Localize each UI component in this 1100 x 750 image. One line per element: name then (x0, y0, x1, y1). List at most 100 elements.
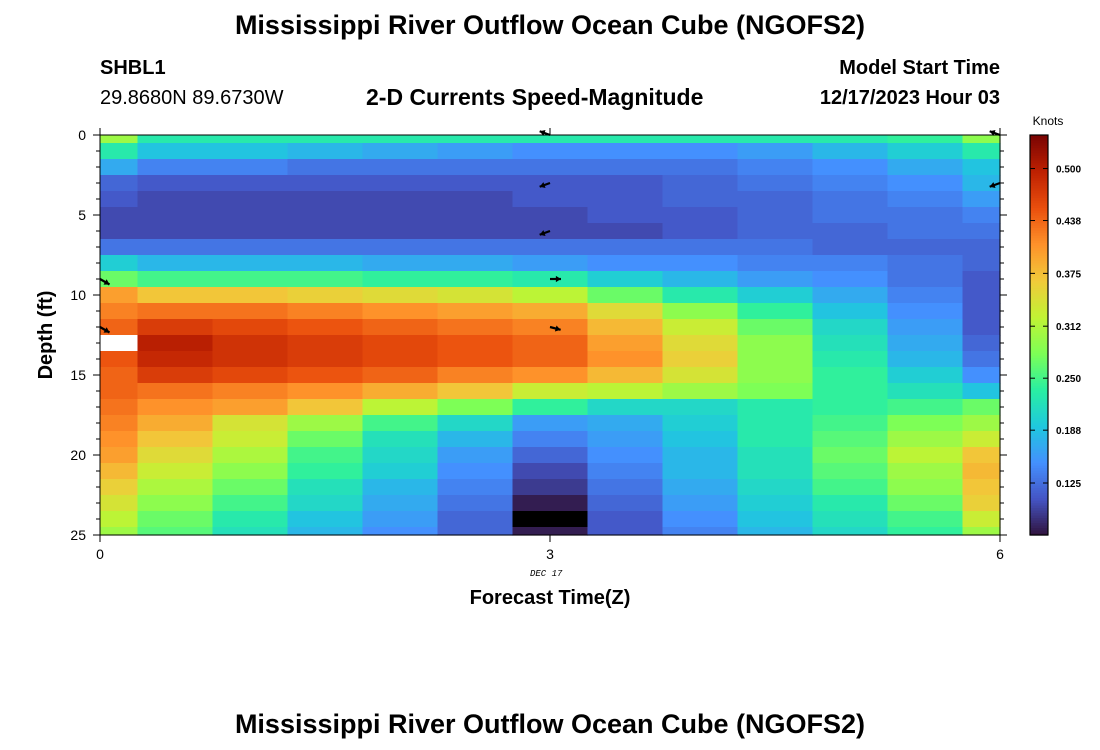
heatmap-cell (512, 383, 589, 400)
current-vectors (99, 130, 1001, 334)
heatmap-cell (512, 287, 589, 304)
heatmap-cell (512, 463, 589, 480)
colorbar-segment (1030, 270, 1048, 274)
heatmap-cell (512, 511, 589, 528)
colorbar-segment (1030, 520, 1048, 524)
heatmap-cell (812, 479, 889, 496)
heatmap-cell (362, 303, 439, 320)
colorbar-segment (1030, 282, 1048, 286)
current-vector-head (539, 130, 546, 136)
colorbar-segment (1030, 155, 1048, 159)
heatmap-cell (287, 463, 364, 480)
heatmap-cell (587, 175, 664, 192)
heatmap-cell (287, 303, 364, 320)
heatmap-cell (100, 191, 139, 208)
colorbar-segment (1030, 500, 1048, 504)
heatmap-cell (962, 287, 1001, 304)
colorbar-segment (1030, 470, 1048, 474)
heatmap-cell (512, 303, 589, 320)
colorbar-segment (1030, 252, 1048, 256)
heatmap-cell (137, 239, 214, 256)
heatmap-cell (212, 159, 289, 176)
colorbar-segment (1030, 322, 1048, 326)
colorbar-segment (1030, 380, 1048, 384)
colorbar-segment (1030, 402, 1048, 406)
heatmap-cell (100, 415, 139, 432)
heatmap-cell (887, 495, 964, 512)
heatmap-cell (437, 271, 514, 288)
colorbar-segment (1030, 215, 1048, 219)
heatmap-cell (100, 511, 139, 528)
heatmap-cell (962, 431, 1001, 448)
heatmap-cell (662, 271, 739, 288)
heatmap-cell (812, 255, 889, 272)
heatmap-cell (662, 191, 739, 208)
colorbar-segment (1030, 180, 1048, 184)
colorbar-segment (1030, 370, 1048, 374)
heatmap-cell (512, 143, 589, 160)
heatmap-cell (662, 463, 739, 480)
colorbar-segment (1030, 445, 1048, 449)
heatmap-cell (962, 335, 1001, 352)
colorbar-segment (1030, 515, 1048, 519)
heatmap-cell (137, 191, 214, 208)
heatmap-cell (587, 287, 664, 304)
heatmap-cell (812, 223, 889, 240)
heatmap-cell (962, 527, 1001, 536)
colorbar-tick-label: 0.250 (1056, 374, 1081, 385)
colorbar-segment (1030, 525, 1048, 529)
colorbar-segment (1030, 135, 1048, 139)
colorbar-segment (1030, 207, 1048, 211)
colorbar-segment (1030, 260, 1048, 264)
heatmap-cell (662, 479, 739, 496)
heatmap-cell (100, 351, 139, 368)
heatmap-cell (737, 239, 814, 256)
heatmap-cell (100, 399, 139, 416)
colorbar-segment (1030, 495, 1048, 499)
colorbar-segment (1030, 432, 1048, 436)
heatmap-cell (812, 511, 889, 528)
heatmap-cell (737, 367, 814, 384)
heatmap-cell (662, 431, 739, 448)
heatmap-cell (587, 399, 664, 416)
colorbar-segment (1030, 415, 1048, 419)
heatmap-cell (587, 239, 664, 256)
colorbar-segment (1030, 305, 1048, 309)
heatmap-cell (100, 383, 139, 400)
heatmap-cell (437, 223, 514, 240)
colorbar-segment (1030, 505, 1048, 509)
heatmap-cell (437, 191, 514, 208)
colorbar-segment (1030, 527, 1048, 531)
heatmap-cell (287, 447, 364, 464)
heatmap-cell (287, 287, 364, 304)
heatmap-cell (287, 399, 364, 416)
heatmap-cell (587, 303, 664, 320)
colorbar-segment (1030, 397, 1048, 401)
heatmap-cell (737, 255, 814, 272)
colorbar-segment (1030, 335, 1048, 339)
heatmap-cell (887, 159, 964, 176)
colorbar-segment (1030, 307, 1048, 311)
heatmap-cell (362, 463, 439, 480)
colorbar-segment (1030, 357, 1048, 361)
colorbar-segment (1030, 247, 1048, 251)
heatmap-cell (100, 431, 139, 448)
heatmap-cell (100, 175, 139, 192)
heatmap-cell (887, 135, 964, 144)
heatmap-cell (587, 367, 664, 384)
heatmap-cell (962, 175, 1001, 192)
heatmap-cell (287, 479, 364, 496)
heatmap-cell (437, 319, 514, 336)
current-vector-head (989, 130, 996, 136)
colorbar-segment (1030, 187, 1048, 191)
heatmap-cell (962, 135, 1001, 144)
heatmap-cell (887, 287, 964, 304)
heatmap-cell (212, 463, 289, 480)
heatmap-cell (887, 191, 964, 208)
heatmap-cell (212, 447, 289, 464)
heatmap-cell (437, 207, 514, 224)
heatmap-cell (512, 479, 589, 496)
heatmap-cell (100, 463, 139, 480)
current-vector-head (989, 182, 996, 188)
heatmap-cell (362, 135, 439, 144)
